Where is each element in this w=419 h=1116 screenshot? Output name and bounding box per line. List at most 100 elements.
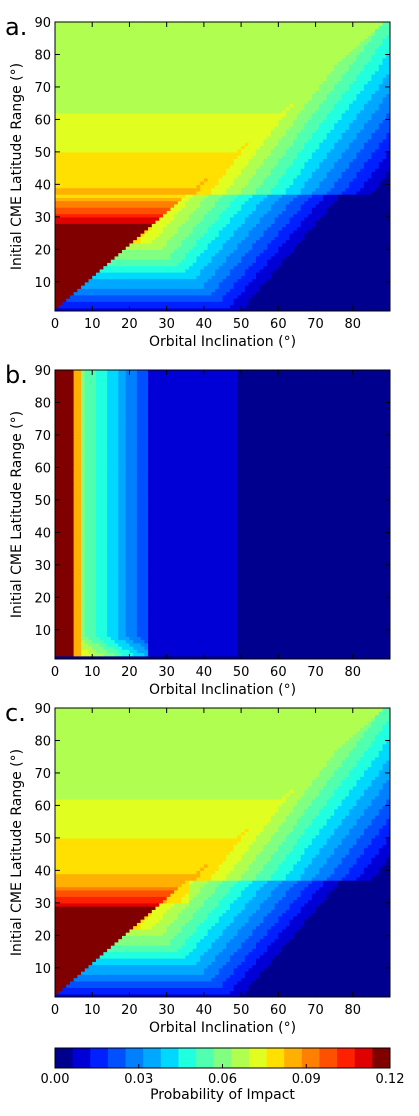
heatmap-cell bbox=[304, 831, 320, 836]
heatmap-cell bbox=[330, 109, 346, 114]
heatmap-cell bbox=[237, 480, 390, 485]
x-tick-label: 30 bbox=[158, 665, 175, 680]
heatmap-cell bbox=[237, 613, 390, 618]
heatmap-cell bbox=[367, 727, 384, 732]
heatmap-cell bbox=[84, 568, 97, 572]
heatmap-cell bbox=[81, 584, 86, 589]
heatmap-cell bbox=[174, 213, 190, 218]
heatmap-cell bbox=[95, 386, 108, 391]
heatmap-cell bbox=[118, 464, 127, 469]
heatmap-cell bbox=[278, 181, 294, 185]
y-tick-label: 50 bbox=[34, 494, 51, 509]
heatmap-cell bbox=[285, 834, 302, 839]
heatmap-cell bbox=[233, 249, 250, 254]
heatmap-cell bbox=[289, 938, 390, 943]
heatmap-cell bbox=[118, 376, 127, 381]
heatmap-cell bbox=[148, 542, 238, 546]
heatmap-cell bbox=[73, 447, 82, 452]
heatmap-cell bbox=[118, 415, 127, 420]
heatmap-cell bbox=[229, 216, 246, 221]
heatmap-cell bbox=[107, 587, 119, 592]
heatmap-cell bbox=[55, 213, 164, 218]
heatmap-cell bbox=[311, 841, 328, 845]
heatmap-cell bbox=[196, 876, 212, 881]
heatmap-cell bbox=[218, 197, 235, 202]
heatmap-cell bbox=[356, 44, 365, 49]
heatmap-cell bbox=[367, 863, 384, 868]
heatmap-cell bbox=[259, 216, 276, 221]
heatmap-cell bbox=[181, 909, 198, 914]
heatmap-cell bbox=[66, 984, 224, 988]
heatmap-cell bbox=[382, 177, 390, 182]
heatmap-cell bbox=[349, 831, 365, 836]
heatmap-cell bbox=[81, 639, 86, 644]
y-tick-label: 80 bbox=[34, 48, 51, 63]
heatmap-cell bbox=[229, 958, 246, 962]
heatmap-cell bbox=[118, 535, 127, 540]
heatmap-cell bbox=[356, 96, 372, 101]
heatmap-cell bbox=[166, 239, 183, 244]
heatmap-cell bbox=[55, 545, 75, 550]
heatmap-cell bbox=[107, 597, 119, 602]
heatmap-cell bbox=[241, 187, 257, 192]
heatmap-cell bbox=[304, 870, 320, 875]
heatmap-cell bbox=[148, 522, 238, 527]
heatmap-cell bbox=[252, 928, 268, 933]
heatmap-cell bbox=[215, 220, 231, 224]
heatmap-cell bbox=[73, 642, 82, 647]
heatmap-cell bbox=[330, 889, 390, 894]
heatmap-cell bbox=[323, 805, 339, 810]
heatmap-cell bbox=[136, 434, 149, 439]
heatmap-cell bbox=[289, 886, 305, 891]
x-tick-label: 80 bbox=[345, 317, 362, 332]
heatmap-cell bbox=[55, 818, 272, 823]
colorbar-swatch bbox=[284, 1048, 303, 1068]
heatmap-cell bbox=[55, 555, 75, 559]
heatmap-cell bbox=[107, 399, 119, 404]
heatmap-cell bbox=[73, 633, 82, 637]
heatmap-cell bbox=[81, 574, 86, 579]
heatmap-cell bbox=[81, 395, 86, 400]
heatmap-cell bbox=[237, 370, 390, 374]
heatmap-cell bbox=[285, 132, 298, 137]
heatmap-cell bbox=[293, 249, 390, 254]
heatmap-cell bbox=[55, 129, 272, 134]
heatmap-cell bbox=[211, 909, 227, 914]
heatmap-cell bbox=[233, 301, 250, 306]
heatmap-cell bbox=[84, 581, 97, 585]
heatmap-cell bbox=[136, 590, 149, 595]
heatmap-cell bbox=[360, 854, 376, 858]
heatmap-cell bbox=[226, 255, 242, 260]
heatmap-cell bbox=[319, 125, 335, 130]
heatmap-cell bbox=[55, 759, 328, 764]
heatmap-cell bbox=[263, 281, 390, 286]
heatmap-cell bbox=[237, 841, 253, 845]
heatmap-cell bbox=[118, 379, 127, 384]
heatmap-cell bbox=[356, 857, 372, 862]
heatmap-cell bbox=[330, 203, 390, 208]
heatmap-cell bbox=[282, 841, 298, 845]
heatmap-cell bbox=[73, 291, 212, 296]
heatmap-cell bbox=[304, 145, 320, 150]
heatmap-cell bbox=[73, 551, 82, 556]
heatmap-cell bbox=[218, 213, 235, 218]
heatmap-cell bbox=[148, 529, 238, 533]
heatmap-cell bbox=[326, 190, 343, 195]
heatmap-cell bbox=[55, 444, 75, 449]
colorbar-swatch bbox=[354, 1048, 373, 1068]
heatmap-cell bbox=[81, 542, 86, 546]
heatmap-cell bbox=[114, 639, 127, 644]
heatmap-cell bbox=[136, 503, 149, 507]
heatmap-cell bbox=[185, 941, 198, 946]
heatmap-cell bbox=[95, 577, 108, 582]
heatmap-cell bbox=[84, 395, 97, 400]
x-tick-label: 80 bbox=[345, 1003, 362, 1018]
heatmap-cell bbox=[289, 870, 305, 875]
heatmap-cell bbox=[107, 395, 119, 400]
heatmap-cell bbox=[148, 525, 238, 530]
heatmap-cell bbox=[84, 551, 97, 556]
heatmap-cell bbox=[73, 613, 82, 618]
heatmap-cell bbox=[363, 847, 380, 852]
y-tick-label: 70 bbox=[34, 429, 51, 444]
heatmap-cell bbox=[81, 525, 86, 530]
